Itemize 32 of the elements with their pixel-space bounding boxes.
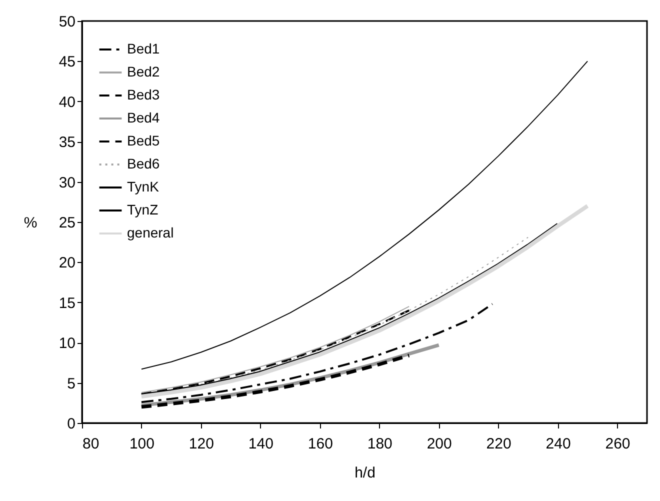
x-tick-label: 120	[188, 436, 214, 452]
legend-label: Bed5	[127, 132, 160, 148]
y-tick-label: 25	[58, 214, 76, 232]
x-tick-label: 140	[248, 436, 274, 452]
x-tick-label: 240	[546, 436, 571, 452]
x-tick-label: 160	[308, 436, 333, 452]
y-tick-label: 40	[58, 94, 76, 111]
y-tick-label: 5	[67, 375, 76, 392]
x-tick-label: 80	[82, 436, 100, 452]
legend-label: Bed1	[127, 40, 160, 56]
legend-label: TynZ	[127, 202, 159, 218]
x-axis-title: h/d	[354, 464, 376, 482]
y-tick-label: 50	[58, 14, 76, 30]
legend-label: TynK	[127, 178, 160, 194]
y-tick-label: 10	[58, 335, 76, 352]
y-tick-label: 35	[58, 134, 76, 152]
legend-label: general	[127, 224, 174, 240]
x-tick-label: 180	[367, 436, 392, 452]
x-tick-label: 260	[605, 436, 630, 452]
y-tick-label: 0	[67, 416, 76, 432]
legend-label: Bed6	[127, 156, 160, 172]
legend-label: Bed2	[127, 64, 160, 80]
y-tick-label: 45	[58, 54, 76, 71]
y-axis-title: %	[24, 214, 38, 232]
legend-label: Bed3	[127, 86, 160, 102]
x-tick-label: 200	[426, 436, 452, 452]
y-tick-label: 30	[58, 174, 76, 192]
legend-label: Bed4	[127, 110, 160, 126]
x-tick-label: 100	[129, 436, 154, 452]
x-tick-label: 220	[486, 436, 512, 452]
y-tick-label: 15	[58, 294, 76, 312]
y-tick-label: 20	[58, 254, 76, 272]
